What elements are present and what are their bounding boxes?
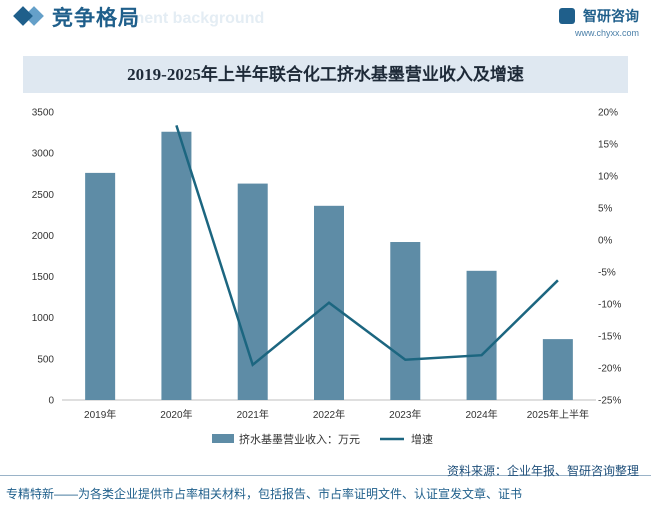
y-right-tick-label: 20%	[598, 108, 618, 119]
y-right-tick-label: 0%	[598, 236, 613, 247]
y-right-tick-label: -15%	[598, 332, 621, 343]
y-left-tick-label: 2000	[32, 231, 55, 242]
x-tick-label: 2023年	[389, 408, 421, 421]
header-bar: ment background 竞争格局 智研咨询 www.chyxx.com	[0, 0, 651, 40]
y-left-tick-label: 2500	[32, 190, 55, 201]
y-left-tick-label: 500	[37, 354, 54, 365]
bottom-note: 专精特新——为各类企业提供市占率相关材料，包括报告、市占率证明文件、认证宣发文章…	[6, 487, 523, 501]
y-left-tick-label: 3500	[32, 108, 55, 119]
revenue-bar	[390, 242, 421, 400]
y-right-tick-label: -10%	[598, 300, 621, 311]
brand-url: www.chyxx.com	[574, 28, 639, 38]
header-ghost-text: ment background	[130, 10, 265, 27]
y-left-tick-label: 1500	[32, 272, 55, 283]
revenue-bar	[542, 339, 573, 400]
brand-name: 智研咨询	[583, 8, 639, 24]
x-tick-label: 2021年	[237, 408, 269, 421]
y-right-tick-label: 10%	[598, 172, 618, 183]
growth-line	[175, 125, 559, 367]
x-tick-label: 2020年	[160, 408, 192, 421]
y-left-tick-label: 1000	[32, 313, 55, 324]
x-tick-label: 2024年	[465, 408, 497, 421]
revenue-bar	[466, 270, 497, 400]
x-tick-label: 2019年	[84, 408, 116, 421]
legend-label-growth: 增速	[411, 432, 433, 446]
y-right-tick-label: 5%	[598, 204, 613, 215]
revenue-bar	[237, 183, 268, 400]
y-left-tick-label: 3000	[32, 149, 55, 160]
brand-logo-icon	[558, 8, 575, 24]
legend-label-revenue: 挤水基墨营业收入：万元	[239, 432, 360, 446]
y-right-tick-label: -25%	[598, 396, 621, 407]
chart-title: 2019-2025年上半年联合化工挤水基墨营业收入及增速	[127, 65, 524, 84]
y-left-tick-label: 0	[48, 396, 54, 407]
revenue-bar	[161, 131, 192, 400]
brand: 智研咨询 www.chyxx.com	[558, 6, 639, 38]
y-right-tick-label: 15%	[598, 140, 618, 151]
y-right-tick-label: -5%	[598, 268, 616, 279]
x-tick-label: 2025年上半年	[527, 408, 589, 421]
x-tick-label: 2022年	[313, 408, 345, 421]
source-text: 资料来源：企业年报、智研咨询整理	[446, 464, 639, 478]
footer-divider	[0, 475, 651, 476]
title-band	[23, 56, 628, 93]
section-title: 竞争格局	[52, 7, 140, 30]
legend-swatch-revenue	[212, 434, 234, 443]
revenue-bar	[85, 172, 116, 400]
y-right-tick-label: -20%	[598, 364, 621, 375]
